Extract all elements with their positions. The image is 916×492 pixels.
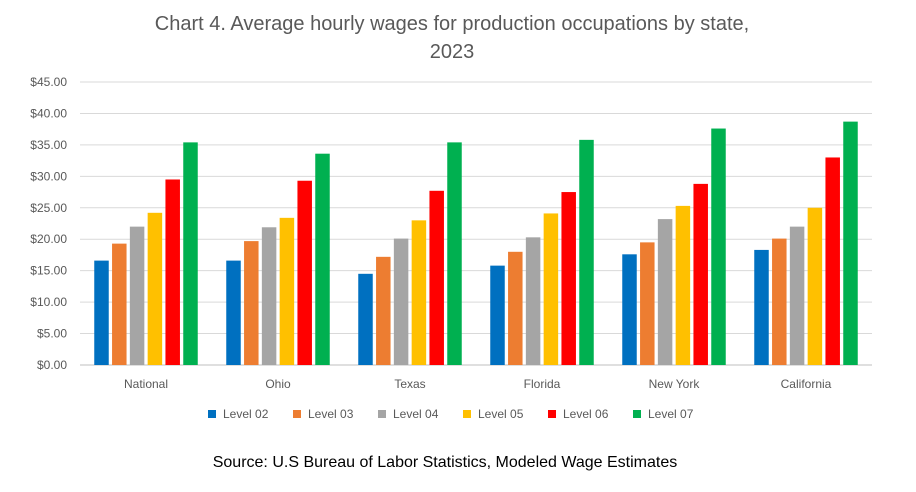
x-tick-label: New York [649,377,701,391]
legend-swatch [378,410,386,418]
axes: $0.00 $5.00 $10.00 $15.00 $20.00 $25.00 $30.00… [30,75,831,391]
bar [315,153,330,365]
legend-swatch [548,410,556,418]
legend-label: Level 02 [223,407,269,421]
x-tick-label: National [124,377,168,391]
y-tick-label: $45.00 [30,75,67,89]
x-tick-label: Texas [394,377,425,391]
bar [754,249,769,365]
bar [807,207,823,365]
bar [579,139,594,365]
bar [411,220,427,365]
bar [693,183,708,365]
chart-source: Source: U.S Bureau of Labor Statistics, … [212,454,678,471]
bar [165,179,180,365]
legend-swatch [208,410,216,418]
bar [429,190,444,365]
x-tick-label: Florida [524,377,561,391]
bar [490,265,505,365]
y-tick-label: $35.00 [30,138,67,152]
bar [772,238,787,365]
bar [244,241,259,365]
x-tick-label: California [781,377,832,391]
bar [297,180,312,365]
bar [393,238,409,365]
bar [112,243,127,365]
legend-label: Level 07 [648,407,694,421]
bar [622,254,637,365]
y-tick-label: $0.00 [37,358,67,372]
bar [358,273,373,365]
bar [226,260,241,365]
legend-swatch [463,410,471,418]
y-tick-label: $10.00 [30,295,67,309]
legend-label: Level 06 [563,407,609,421]
bar [675,205,691,365]
legend-label: Level 05 [478,407,524,421]
bar [843,121,858,366]
bar [789,226,805,365]
y-tick-label: $5.00 [37,327,67,341]
bar [376,256,391,365]
bar [711,128,726,365]
y-tick-label: $40.00 [30,106,67,120]
bar [94,260,109,365]
gridlines [80,81,872,366]
y-tick-label: $25.00 [30,201,67,215]
bar [525,237,541,365]
legend-swatch [633,410,641,418]
bar [657,219,673,365]
bar [543,213,559,365]
bars [94,121,858,366]
legend-label: Level 04 [393,407,439,421]
legend: Level 02 Level 03 Level 04 Level 05 Level 06… [208,407,694,421]
y-tick-label: $30.00 [30,169,67,183]
bar [561,192,576,365]
legend-label: Level 03 [308,407,354,421]
bar [447,142,462,365]
bar [640,242,655,365]
bar [279,217,295,365]
bar [825,157,840,365]
bar [129,226,145,365]
bar [508,251,523,365]
x-tick-label: Ohio [265,377,291,391]
legend-swatch [293,410,301,418]
chart-title: Chart 4. Average hourly wages for produc… [154,13,750,63]
y-tick-label: $20.00 [30,232,67,246]
bar [261,227,277,365]
bar [147,212,163,365]
bar [183,142,198,365]
y-tick-label: $15.00 [30,264,67,278]
